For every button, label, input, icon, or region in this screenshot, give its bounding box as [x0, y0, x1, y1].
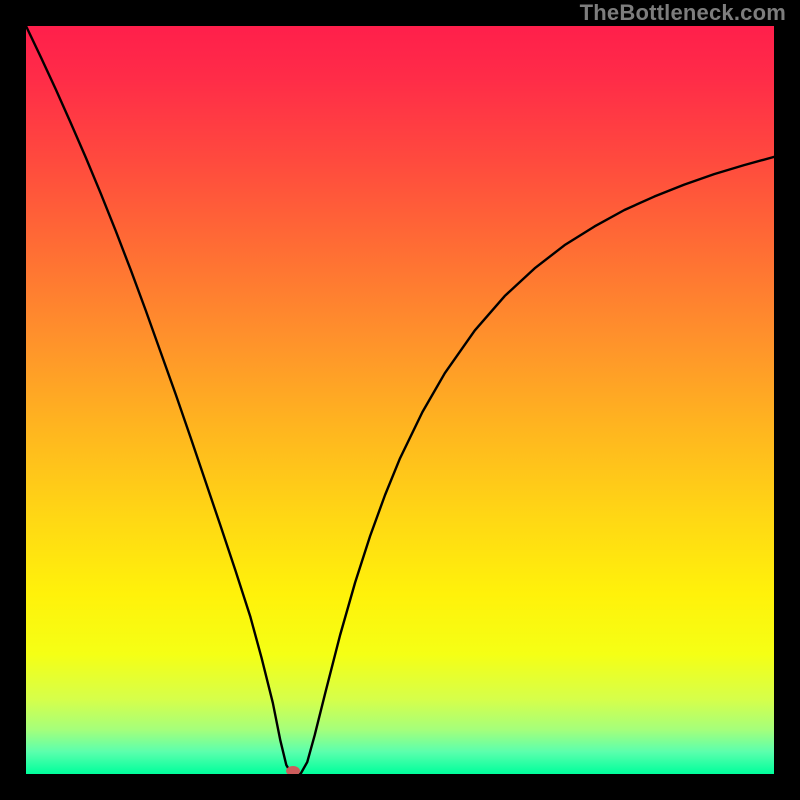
bottleneck-chart: [26, 26, 774, 774]
watermark-text: TheBottleneck.com: [580, 0, 786, 26]
chart-background-gradient: [26, 26, 774, 774]
